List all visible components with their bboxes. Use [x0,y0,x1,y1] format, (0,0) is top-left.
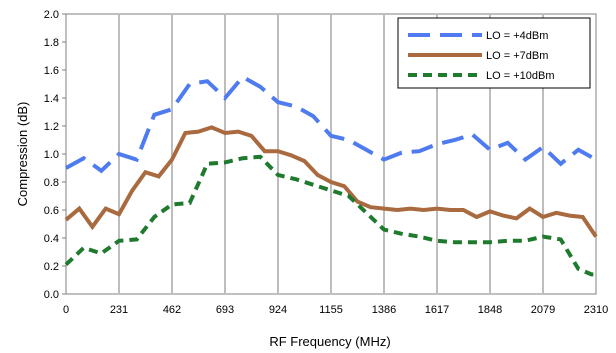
x-tick-label: 0 [63,304,69,316]
x-tick-label: 1155 [319,304,343,316]
legend-label-3: LO = +10dBm [486,70,555,82]
x-tick-label: 693 [216,304,234,316]
y-tick-label: 0.6 [44,205,59,217]
y-tick-label: 1.8 [44,37,59,49]
y-tick-label: 2.0 [44,9,59,21]
series-line-3 [64,154,596,277]
y-tick-label: 1.4 [44,93,59,105]
legend-label-1: LO = +4dBm [486,30,548,42]
y-tick-label: 0.0 [44,289,59,301]
series-line-2 [64,125,598,238]
y-tick-label: 0.4 [44,233,59,245]
x-tick-label: 924 [269,304,287,316]
x-tick-label: 2079 [531,304,555,316]
x-tick-label: 2310 [584,304,608,316]
series-lines [64,74,598,277]
legend: LO = +4dBm LO = +7dBm LO = +10dBm [397,17,591,89]
y-tick-labels: 0.0 0.2 0.4 0.6 0.8 1.0 1.2 1.4 1.6 1.8 2.0 [44,9,66,301]
y-axis-title: Compression (dB) [15,102,30,207]
y-tick-label: 0.8 [44,177,59,189]
y-tick-label: 1.6 [44,65,59,77]
legend-label-2: LO = +7dBm [486,50,548,62]
x-tick-labels: 0 231 462 693 924 1155 1386 1617 1848 2079 2310 [63,304,608,316]
y-tick-label: 0.2 [44,261,59,273]
y-tick-label: 1.2 [44,121,59,133]
x-tick-label: 1617 [425,304,449,316]
x-tick-label: 1386 [372,304,396,316]
x-axis-title: RF Frequency (MHz) [269,334,390,349]
series-line-1 [65,74,597,174]
x-tick-label: 1848 [478,304,502,316]
x-tick-label: 231 [110,304,128,316]
x-tick-label: 462 [163,304,181,316]
y-tick-label: 1.0 [44,149,59,161]
